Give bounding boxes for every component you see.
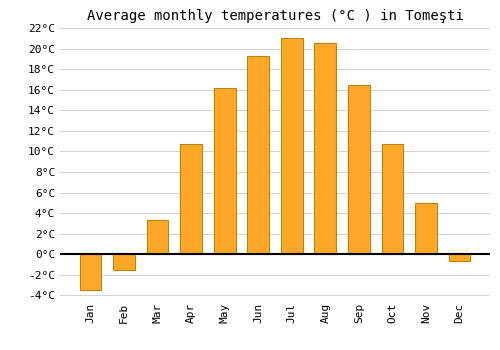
Bar [314,43,336,254]
Title: Average monthly temperatures (°C ) in Tomeşti: Average monthly temperatures (°C ) in To… [86,9,464,23]
Bar [448,254,470,261]
Bar [180,144,202,254]
Bar [214,88,236,254]
Bar [80,254,102,290]
Bar [415,203,437,254]
Bar [382,144,404,254]
Bar [281,38,302,254]
Bar [146,220,169,254]
Bar [248,56,269,254]
Bar [348,85,370,254]
Bar [113,254,135,270]
